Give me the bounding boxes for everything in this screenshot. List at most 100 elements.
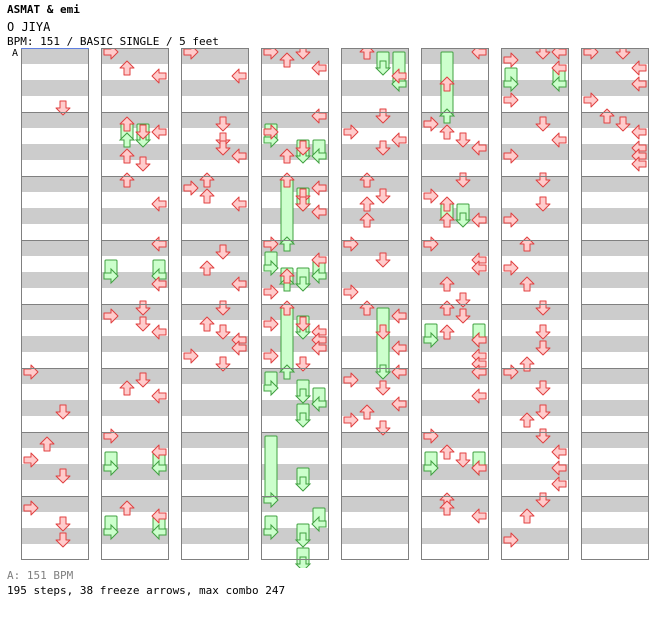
freeze-tail-arrow [423,331,439,349]
step-arrow-down [439,444,455,460]
step-arrow-right [231,196,247,212]
beat-stripe [501,272,569,288]
beat-stripe [261,464,329,480]
beat-stripe [21,176,89,192]
step-arrow-left [423,116,439,132]
step-arrow-up [135,372,151,388]
step-arrow-right [311,340,327,356]
step-arrow-right [151,324,167,340]
freeze-tail-arrow [263,523,279,541]
beat-stripe [181,80,249,96]
step-arrow-down [119,116,135,132]
beat-stripe [101,336,169,352]
freeze-tail-arrow [311,515,327,533]
beat-stripe [501,496,569,512]
step-arrow-left [183,348,199,364]
step-arrow-right [391,308,407,324]
step-arrow-up [295,316,311,332]
step-arrow-up [295,356,311,372]
step-arrow-down [279,52,295,68]
step-arrow-right [471,388,487,404]
step-arrow-up [535,380,551,396]
step-arrows [23,48,647,548]
step-arrow-left [583,92,599,108]
beat-stripe [21,48,89,64]
step-arrow-right [551,60,567,76]
beat-stripe [421,528,489,544]
step-arrow-up [455,452,471,468]
step-arrow-right [471,140,487,156]
beat-stripe [501,432,569,448]
freeze-tail-arrow [294,556,312,568]
freeze-tail-arrow [294,476,312,492]
step-arrow-right [631,60,647,76]
step-arrow-right [151,508,167,524]
step-arrow-left [183,180,199,196]
beat-stripe [21,80,89,96]
step-arrow-down [439,276,455,292]
beat-stripe [181,112,249,128]
step-arrow-right [631,76,647,92]
step-arrow-up [55,516,71,532]
step-arrow-down [119,500,135,516]
beat-stripe [581,272,649,288]
step-arrow-right [151,388,167,404]
beat-stripe [101,80,169,96]
beat-stripe [181,496,249,512]
freeze-tail-arrow [454,212,472,228]
step-arrow-left [503,260,519,276]
step-arrow-up [375,140,391,156]
beat-stripe [501,304,569,320]
step-arrow-left [423,188,439,204]
step-arrow-up [215,116,231,132]
beat-stripe [101,368,169,384]
step-arrow-left [263,348,279,364]
step-arrow-right [311,180,327,196]
step-arrow-left [503,212,519,228]
beat-stripe [21,112,89,128]
beat-stripe [581,464,649,480]
beat-stripe [341,208,409,224]
step-arrow-up [535,116,551,132]
step-arrow-down [519,276,535,292]
step-arrow-up [55,100,71,116]
step-arrow-right [471,508,487,524]
beat-stripe [581,496,649,512]
beat-stripe [581,368,649,384]
beat-stripe [341,272,409,288]
beat-stripe [181,208,249,224]
step-arrow-left [263,124,279,140]
step-arrow-up [535,428,551,444]
step-arrow-down [279,268,295,284]
beat-stripe [341,432,409,448]
step-arrow-left [343,372,359,388]
step-arrow-up [135,300,151,316]
beat-stripe [181,240,249,256]
freeze-tail-arrow [503,75,519,93]
beat-stripe [21,432,89,448]
step-arrow-up [535,196,551,212]
step-arrow-up [455,292,471,308]
beat-stripe [501,240,569,256]
step-arrow-up [215,300,231,316]
beat-stripe [101,400,169,416]
step-arrow-right [311,60,327,76]
freeze-tail-arrow [311,147,327,165]
beat-stripe [181,528,249,544]
beat-stripe [101,112,169,128]
step-arrow-right [391,340,407,356]
step-arrow-up [215,324,231,340]
step-arrow-left [343,412,359,428]
step-arrow-right [391,396,407,412]
step-arrow-up [455,172,471,188]
step-arrow-up [535,492,551,508]
step-arrow-right [391,132,407,148]
step-arrow-up [375,420,391,436]
step-arrow-down [439,124,455,140]
step-arrow-up [455,308,471,324]
beat-stripe [101,176,169,192]
freeze-tail-arrow [311,395,327,413]
beat-stripe [261,368,329,384]
step-arrow-right [471,460,487,476]
step-arrow-down [119,380,135,396]
